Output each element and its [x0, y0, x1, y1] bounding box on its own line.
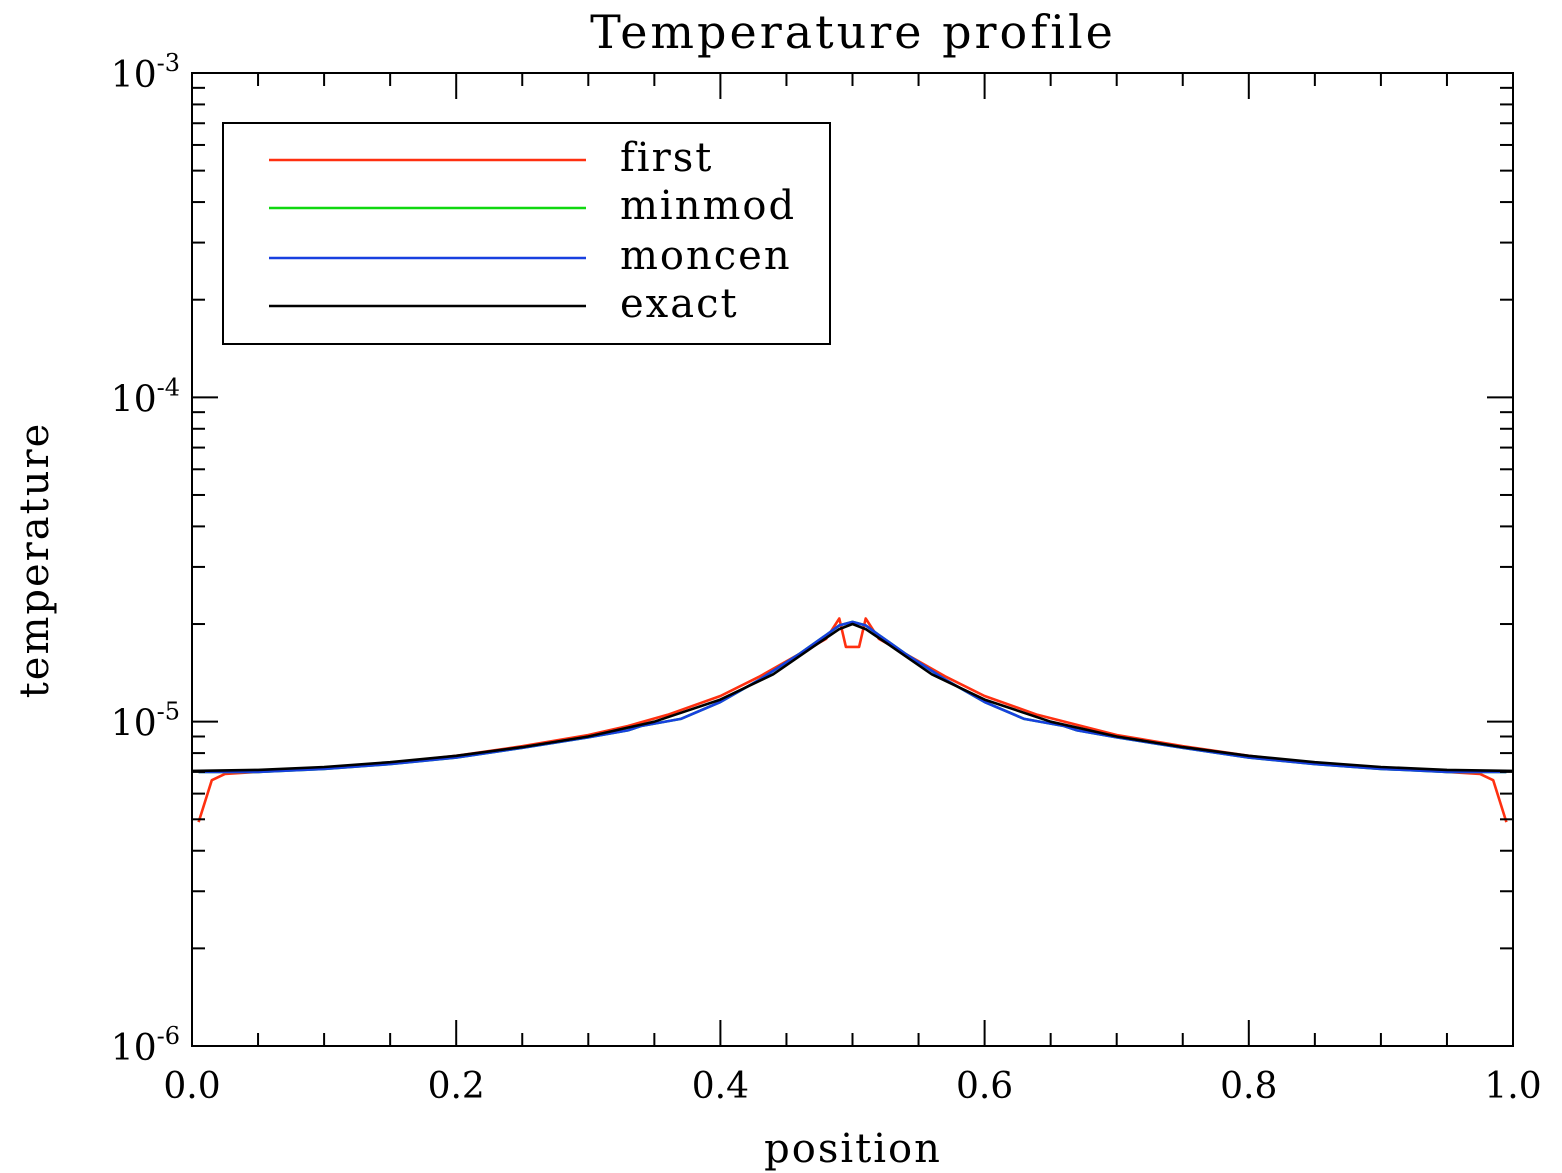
x-tick-label: 0.0: [163, 1066, 220, 1107]
plot-lines: [191, 617, 1514, 823]
legend-label-minmod: minmod: [620, 183, 796, 229]
x-tick-label: 1.0: [1484, 1066, 1541, 1107]
y-tick-label: 10-6: [111, 1022, 180, 1069]
x-axis-label: position: [764, 1126, 942, 1172]
legend-label-exact: exact: [620, 281, 739, 327]
y-tick-label: 10-5: [111, 698, 180, 745]
y-axis-label: temperature: [12, 422, 58, 699]
y-tick-label: 10-3: [111, 49, 180, 96]
y-tick-label: 10-4: [111, 373, 180, 420]
series-line-moncen: [198, 620, 1507, 774]
x-tick-label: 0.6: [956, 1066, 1013, 1107]
x-tick-label: 0.4: [692, 1066, 749, 1107]
x-tick-label: 0.8: [1220, 1066, 1277, 1107]
legend-label-moncen: moncen: [620, 233, 792, 279]
series-line-exact: [191, 622, 1514, 773]
chart-title: Temperature profile: [590, 5, 1116, 59]
axes: 0.0 0.2 0.4 0.6 0.8 1.0 10-6 10-5 10-4 10-3: [111, 49, 1542, 1107]
x-tick-label: 0.2: [428, 1066, 485, 1107]
legend-label-first: first: [620, 135, 713, 181]
series-line-first: [197, 617, 1508, 823]
series-line-minmod: [198, 620, 1507, 774]
